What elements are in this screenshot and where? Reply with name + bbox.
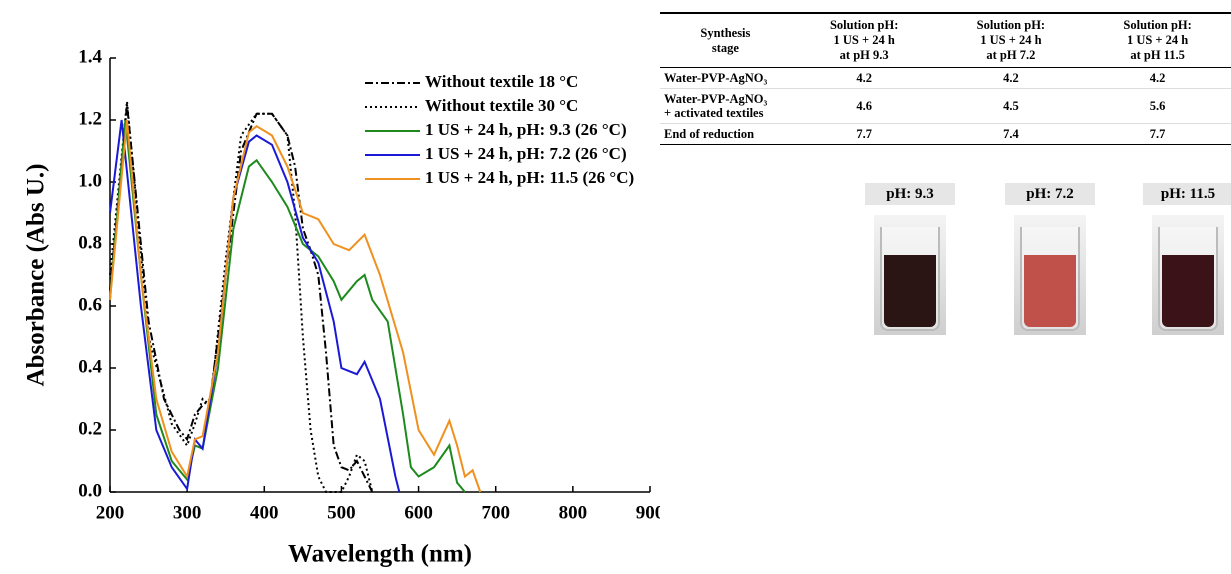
cell-line: 1 US + 24 h [833, 33, 895, 47]
table-cell: 4.2 [790, 67, 938, 89]
photo-label: pH: 11.5 [1143, 183, 1231, 205]
x-tick-label: 900 [636, 502, 660, 523]
cell-line: + activated textiles [664, 106, 764, 120]
legend-label: Without textile 30 °C [425, 96, 578, 115]
liquid [1024, 255, 1076, 327]
cell-line: End of reduction [664, 127, 755, 141]
x-tick-label: 700 [481, 502, 510, 523]
cell-line: Water-PVP-AgNO₃ [664, 92, 768, 106]
cell-line: at pH 11.5 [1130, 48, 1185, 62]
cell-line: 1 US + 24 h [980, 33, 1042, 47]
header-cell: Solution pH: 1 US + 24 h at pH 7.2 [937, 12, 1085, 68]
cell-line: at pH 9.3 [839, 48, 889, 62]
table-row: Water-PVP-AgNO₃ + activated textiles 4.6 4.… [660, 88, 1231, 124]
photo: pH: 7.2 [1005, 183, 1095, 335]
cell-line: Solution pH: [829, 18, 899, 32]
y-tick-label: 1.0 [78, 170, 102, 191]
liquid [884, 255, 936, 327]
legend-label: 1 US + 24 h, pH: 11.5 (26 °C) [425, 168, 634, 187]
table-cell: 4.2 [937, 67, 1085, 89]
y-tick-label: 1.2 [78, 108, 102, 129]
legend-label: 1 US + 24 h, pH: 7.2 (26 °C) [425, 144, 627, 163]
photo: pH: 11.5 [1143, 183, 1231, 335]
series-line [109, 119, 401, 493]
header-cell: Solution pH: 1 US + 24 h at pH 9.3 [790, 12, 938, 68]
table-cell: End of reduction [660, 123, 791, 145]
legend-label: Without textile 18 °C [425, 72, 578, 91]
table-row: Water-PVP-AgNO₃ 4.2 4.2 4.2 [660, 67, 1231, 89]
legend-label: 1 US + 24 h, pH: 9.3 (26 °C) [425, 120, 627, 139]
cell-line: Solution pH: [1123, 18, 1192, 32]
y-tick-label: 0.8 [78, 232, 102, 253]
y-tick-label: 0.4 [78, 356, 102, 377]
cell-line: 1 US + 24 h [1126, 33, 1189, 47]
table-cell: 7.4 [937, 123, 1085, 145]
header-cell: Solution pH: 1 US + 24 h at pH 11.5 [1084, 12, 1231, 68]
x-axis-label: Wavelength (nm) [288, 541, 472, 568]
cell-line: stage [711, 40, 739, 55]
photo: pH: 9.3 [865, 183, 955, 335]
x-tick-label: 400 [250, 502, 279, 523]
series-line [109, 104, 374, 493]
beaker [880, 227, 940, 331]
beaker-photo [1152, 215, 1224, 335]
x-tick-label: 300 [173, 502, 202, 523]
beaker-photo [1014, 215, 1086, 335]
y-tick-label: 0.6 [78, 294, 102, 315]
table-cell: 5.6 [1084, 88, 1231, 124]
cell-line: Water-PVP-AgNO₃ [664, 71, 768, 85]
table-cell: 7.7 [1084, 123, 1231, 145]
liquid [1162, 255, 1214, 327]
x-tick-label: 800 [559, 502, 588, 523]
table-cell: 4.6 [790, 88, 938, 124]
cell-line: Synthesis [700, 25, 751, 40]
beaker-photo [874, 215, 946, 335]
chart: Wavelength (nm) Absorbance (Abs U.) 0.0 0… [23, 46, 660, 568]
y-tick-label: 1.4 [78, 46, 102, 67]
series-line [109, 101, 374, 493]
table: Synthesis stage Solution pH: 1 US + 24 h at … [660, 12, 1231, 145]
y-tick-label: 0.0 [78, 480, 102, 501]
series-line [109, 119, 482, 493]
header-row: Synthesis stage Solution pH: 1 US + 24 h at … [660, 12, 1231, 68]
x-tick-label: 600 [404, 502, 433, 523]
y-tick-label: 0.2 [78, 418, 102, 439]
y-axis-label: Absorbance (Abs U.) [23, 164, 50, 387]
photo-label: pH: 9.3 [865, 183, 955, 205]
cell-line: at pH 7.2 [986, 48, 1036, 62]
cell-line: Solution pH: [976, 18, 1046, 32]
table-cell: Water-PVP-AgNO₃ + activated textiles [660, 88, 791, 124]
series-line [109, 119, 466, 493]
table-cell: 7.7 [790, 123, 938, 145]
table-cell: 4.2 [1084, 67, 1231, 89]
x-tick-label: 500 [327, 502, 356, 523]
x-tick-label: 200 [96, 502, 125, 523]
table-cell: Water-PVP-AgNO₃ [660, 67, 791, 89]
beaker [1158, 227, 1218, 331]
beaker [1020, 227, 1080, 331]
table-cell: 4.5 [937, 88, 1085, 124]
header-cell: Synthesis stage [660, 12, 791, 68]
table-row: End of reduction 7.7 7.4 7.7 [660, 123, 1231, 145]
photo-label: pH: 7.2 [1005, 183, 1095, 205]
